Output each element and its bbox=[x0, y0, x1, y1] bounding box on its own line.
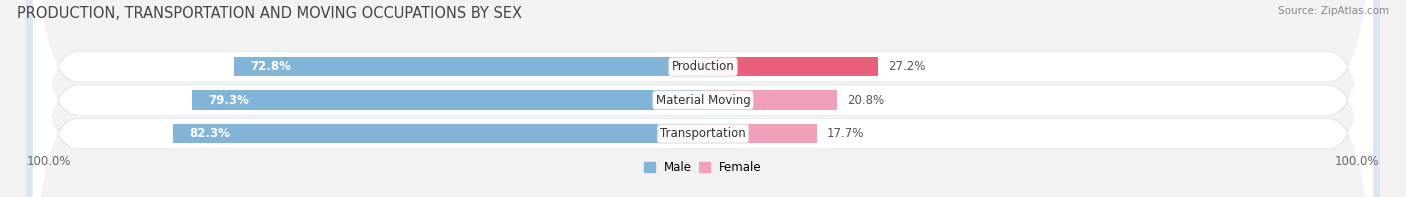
Bar bbox=[703, 57, 879, 76]
FancyBboxPatch shape bbox=[32, 0, 1374, 197]
FancyBboxPatch shape bbox=[32, 0, 1374, 197]
Text: 27.2%: 27.2% bbox=[889, 60, 925, 73]
FancyBboxPatch shape bbox=[32, 0, 1374, 197]
Legend: Male, Female: Male, Female bbox=[640, 156, 766, 179]
Text: 79.3%: 79.3% bbox=[208, 94, 249, 107]
Bar bbox=[703, 90, 837, 110]
Bar bbox=[233, 57, 703, 76]
Bar bbox=[173, 124, 703, 143]
Bar bbox=[193, 90, 703, 110]
Text: Source: ZipAtlas.com: Source: ZipAtlas.com bbox=[1278, 6, 1389, 16]
Text: Production: Production bbox=[672, 60, 734, 73]
FancyBboxPatch shape bbox=[27, 0, 1379, 197]
FancyBboxPatch shape bbox=[27, 0, 1379, 197]
Text: 100.0%: 100.0% bbox=[1336, 155, 1379, 168]
FancyBboxPatch shape bbox=[27, 0, 1379, 197]
Text: 82.3%: 82.3% bbox=[188, 127, 229, 140]
Bar bbox=[703, 124, 817, 143]
Text: Material Moving: Material Moving bbox=[655, 94, 751, 107]
Text: 20.8%: 20.8% bbox=[846, 94, 884, 107]
Text: 72.8%: 72.8% bbox=[250, 60, 291, 73]
Text: 100.0%: 100.0% bbox=[27, 155, 70, 168]
Text: PRODUCTION, TRANSPORTATION AND MOVING OCCUPATIONS BY SEX: PRODUCTION, TRANSPORTATION AND MOVING OC… bbox=[17, 6, 522, 21]
Text: 17.7%: 17.7% bbox=[827, 127, 865, 140]
Text: Transportation: Transportation bbox=[661, 127, 745, 140]
